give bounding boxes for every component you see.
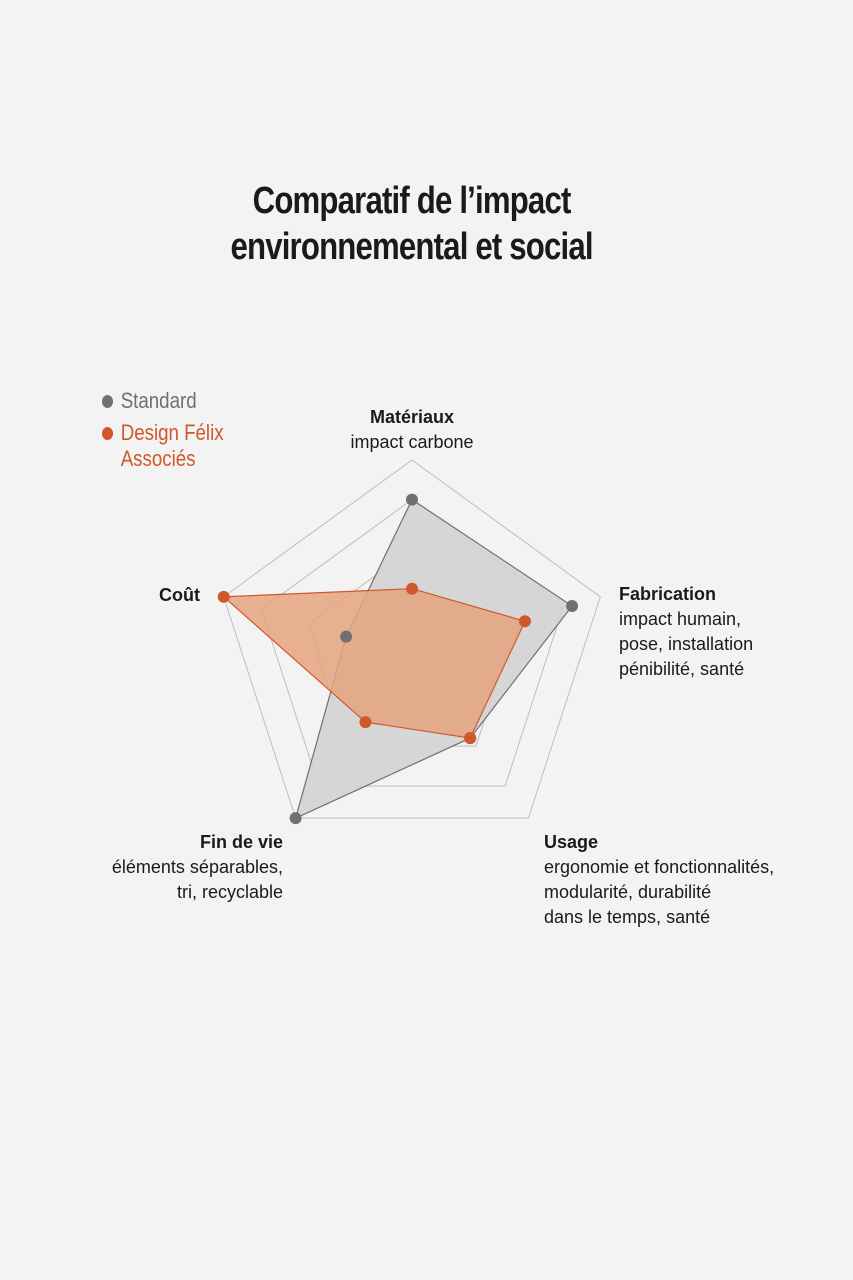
legend-marker-design-felix <box>102 427 114 440</box>
axis-label-usage: Usage ergonomie et fonctionnalités, modu… <box>544 830 844 930</box>
series-1-point-5 <box>340 630 353 643</box>
axis-label-fin-de-vie: Fin de vie éléments séparables, tri, rec… <box>83 830 283 905</box>
series-2-point-3 <box>464 732 477 745</box>
series-area-2 <box>222 588 526 739</box>
series-2-point-5 <box>217 590 230 603</box>
series-2-point-2 <box>518 615 531 628</box>
axis-label-cout: Coût <box>100 583 200 608</box>
series-2-point-4 <box>359 716 372 729</box>
chart-title: Comparatif de l’impact environnemental e… <box>74 178 749 270</box>
axis-label-fabrication: Fabrication impact humain, pose, install… <box>619 582 839 682</box>
legend-item-standard: Standard <box>102 388 224 414</box>
axis-detail-fin-de-vie-1: éléments séparables, <box>111 857 283 877</box>
series-1-point-4 <box>289 812 302 825</box>
axis-detail-fin-de-vie-2: tri, recyclable <box>176 882 283 902</box>
axis-name-materiaux: Matériaux <box>369 407 455 427</box>
grid-ring-5 <box>223 459 601 819</box>
axis-detail-usage-3: dans le temps, santé <box>544 907 711 927</box>
axis-detail-fabrication-1: impact humain, <box>619 609 742 629</box>
chart-title-line-1: Comparatif de l’impact <box>252 180 572 222</box>
axis-name-fabrication: Fabrication <box>619 584 717 604</box>
legend-label-design-felix-line-1: Design Félix <box>120 420 224 445</box>
axis-name-cout: Coût <box>159 585 200 605</box>
axis-detail-usage-1: ergonomie et fonctionnalités, <box>544 857 775 877</box>
series-1-point-2 <box>566 599 579 612</box>
axis-name-usage: Usage <box>544 832 599 852</box>
legend-label-design-felix-line-2: Associés <box>120 446 196 471</box>
legend-item-design-felix: Design Félix Associés <box>102 420 224 472</box>
axis-name-fin-de-vie: Fin de vie <box>199 832 283 852</box>
axis-label-materiaux: Matériaux impact carbone <box>312 405 512 455</box>
axis-detail-materiaux-1: impact carbone <box>350 432 474 452</box>
legend-label-standard: Standard <box>120 388 197 413</box>
legend: Standard Design Félix Associés <box>102 388 245 478</box>
axis-detail-usage-2: modularité, durabilité <box>544 882 712 902</box>
chart-title-line-2: environnemental et social <box>230 226 593 268</box>
series-1-point-1 <box>406 493 418 506</box>
axis-detail-fabrication-3: pénibilité, santé <box>619 659 745 679</box>
series-2-point-1 <box>406 582 418 595</box>
axis-detail-fabrication-2: pose, installation <box>619 634 754 654</box>
legend-marker-standard <box>102 395 114 408</box>
